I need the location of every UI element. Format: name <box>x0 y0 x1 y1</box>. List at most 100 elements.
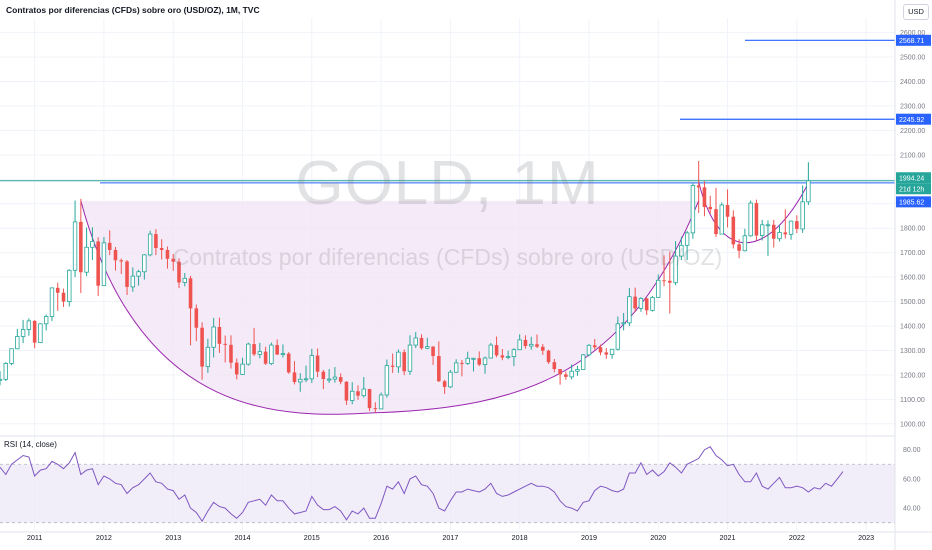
price-tick-label: 2300.00 <box>900 104 925 111</box>
candle-body <box>90 241 95 248</box>
candle-body <box>211 326 216 348</box>
candle-body <box>731 216 736 245</box>
candle-body <box>714 209 718 235</box>
candle-body <box>200 327 204 367</box>
candle-body <box>586 344 592 356</box>
candle-body <box>575 369 580 372</box>
candle-body <box>142 254 147 273</box>
price-tick-label: 2100.00 <box>900 152 925 159</box>
candle-body <box>419 337 424 349</box>
countdown-badge <box>896 183 931 195</box>
price-axis[interactable] <box>895 0 932 550</box>
candle-body <box>229 344 233 363</box>
candle-body <box>234 362 239 375</box>
candle-body <box>101 242 107 287</box>
candle-body <box>315 355 320 372</box>
candle-body <box>783 232 788 235</box>
candle-body <box>72 221 78 271</box>
candle-body <box>67 269 72 302</box>
level-badge-2568-text: 2568.71 <box>899 38 924 45</box>
candle-body <box>96 241 100 286</box>
candle-body <box>471 357 476 360</box>
candle-body <box>546 350 551 363</box>
time-tick-label: 2022 <box>789 533 805 542</box>
price-tick-label: 2500.00 <box>900 55 925 62</box>
candle-body <box>777 231 782 240</box>
level-badge-2245 <box>896 113 931 125</box>
candle-body <box>662 280 666 282</box>
candle-body <box>668 280 672 283</box>
candle-body <box>742 235 748 252</box>
candle-body <box>795 221 799 229</box>
candle-body <box>177 261 181 283</box>
time-tick-label: 2017 <box>442 533 458 542</box>
candle-body <box>378 394 384 410</box>
candle-body <box>286 353 291 373</box>
candle-body <box>737 244 741 251</box>
time-tick-label: 2019 <box>581 533 597 542</box>
time-tick-label: 2020 <box>650 533 666 542</box>
currency-button[interactable]: USD <box>903 4 929 20</box>
candle-body <box>402 352 406 372</box>
candle-body <box>500 355 505 358</box>
candle-body <box>488 344 493 359</box>
candle-body <box>326 378 332 381</box>
rsi-legend: RSI (14, close) <box>4 440 57 449</box>
price-tick-label: 1200.00 <box>900 372 925 379</box>
candle-body <box>407 344 413 372</box>
candle-body <box>552 362 557 370</box>
level-badge-1985 <box>896 196 931 208</box>
candle-body <box>598 347 603 353</box>
candle-body <box>9 348 14 364</box>
candle-body <box>760 224 765 236</box>
price-tick-label: 2200.00 <box>900 128 925 135</box>
candle-body <box>517 339 522 351</box>
level-badge-2245-text: 2245.92 <box>899 117 924 124</box>
candle-body <box>696 185 701 188</box>
candle-body <box>569 370 574 378</box>
candle-body <box>44 316 49 325</box>
candle-body <box>564 374 568 377</box>
candle-body <box>581 354 586 370</box>
candle-body <box>361 388 366 397</box>
candle-body <box>303 378 309 381</box>
candle-body <box>684 232 690 246</box>
candle-body <box>246 343 251 365</box>
candle-body <box>113 249 118 261</box>
candle-body <box>748 202 753 237</box>
rsi-tick-label: 80.00 <box>903 447 921 454</box>
candle-body <box>130 275 135 288</box>
candle-body <box>656 279 661 298</box>
chart-title: Contratos por diferencias (CFDs) sobre o… <box>6 5 260 15</box>
time-tick-label: 2011 <box>27 533 42 542</box>
candle-body <box>535 344 539 347</box>
candle-body <box>615 323 621 350</box>
time-tick-label: 2013 <box>165 533 181 542</box>
countdown-badge-text: 21d 12h <box>899 187 924 194</box>
candle-body <box>350 390 355 401</box>
candle-body <box>558 369 562 375</box>
candle-body <box>321 371 326 380</box>
candle-body <box>147 233 153 256</box>
candle-body <box>523 339 528 347</box>
candle-body <box>644 298 649 311</box>
time-tick-label: 2023 <box>858 533 874 542</box>
price-tick-label: 1300.00 <box>900 348 925 355</box>
candle-body <box>719 204 724 235</box>
candle-body <box>55 287 60 293</box>
candle-body <box>223 343 227 345</box>
time-tick-label: 2015 <box>304 533 320 542</box>
cup-fill-area <box>80 200 699 415</box>
candle-body <box>765 224 771 227</box>
candle-body <box>529 343 534 347</box>
price-tick-label: 1600.00 <box>900 275 925 282</box>
candle-body <box>425 346 430 349</box>
candle-body <box>269 344 274 365</box>
candle-body <box>437 356 441 382</box>
candle-body <box>511 349 517 357</box>
candle-body <box>136 271 141 277</box>
candle-body <box>367 389 372 409</box>
candle-body <box>460 362 464 364</box>
price-tick-label: 1700.00 <box>900 250 925 257</box>
